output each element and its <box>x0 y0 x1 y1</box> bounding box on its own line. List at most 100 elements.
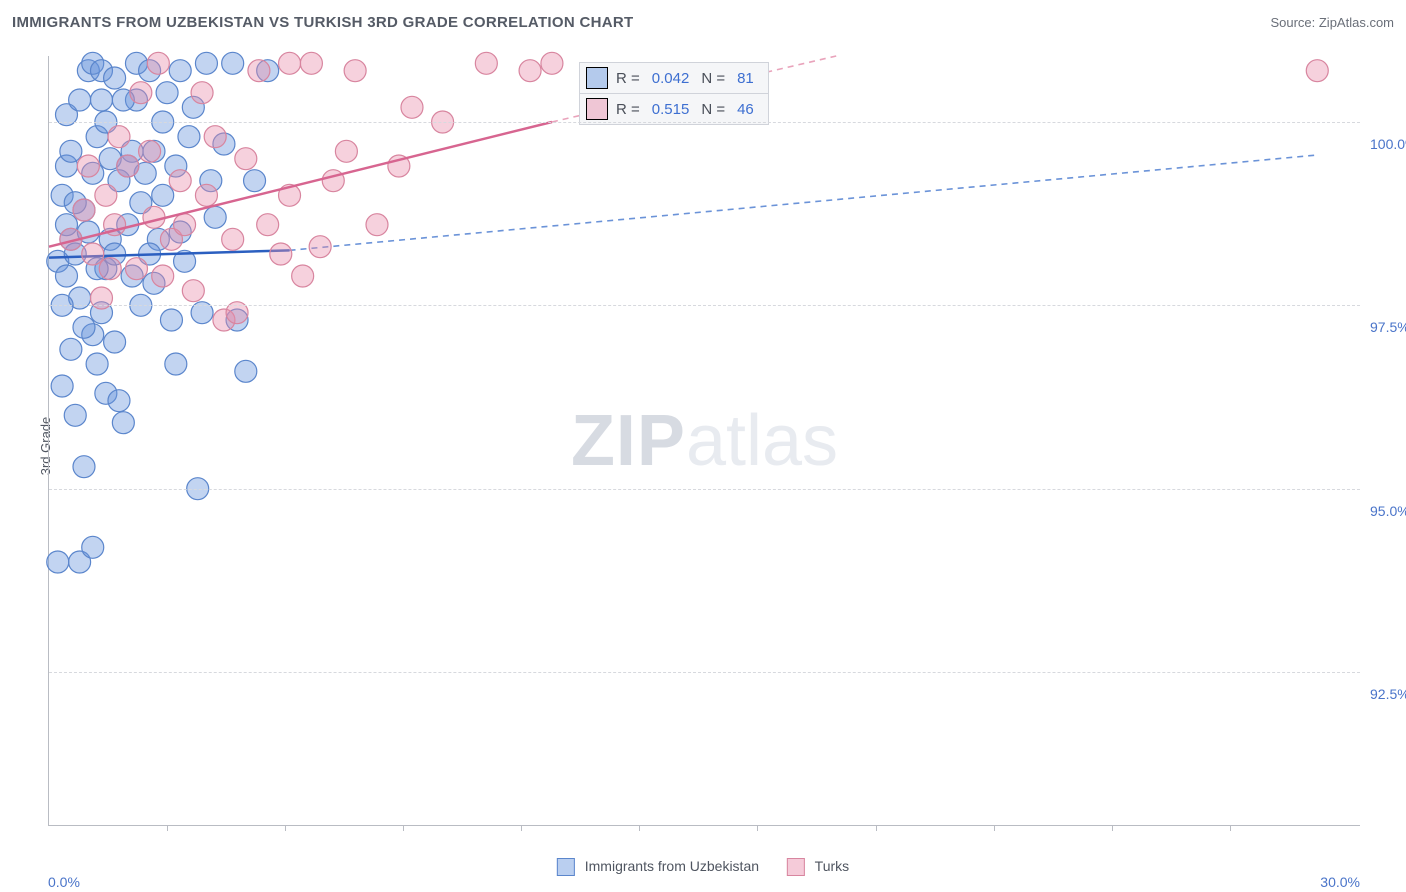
scatter-point <box>82 243 104 265</box>
series-legend: Immigrants from Uzbekistan Turks <box>557 858 849 876</box>
scatter-point <box>165 353 187 375</box>
scatter-point <box>1306 60 1328 82</box>
scatter-point <box>235 148 257 170</box>
scatter-point <box>222 52 244 74</box>
y-tick-label: 92.5% <box>1370 686 1406 702</box>
scatter-point <box>95 184 117 206</box>
scatter-point <box>475 52 497 74</box>
x-tick <box>1230 825 1231 831</box>
scatter-point <box>73 199 95 221</box>
scatter-point <box>143 206 165 228</box>
legend-label-uzbekistan: Immigrants from Uzbekistan <box>585 858 759 874</box>
legend-swatch-blue-icon <box>557 858 575 876</box>
correlation-legend: R = 0.042 N = 81 R = 0.515 N = 46 <box>579 62 769 125</box>
scatter-point <box>125 258 147 280</box>
chart-title: IMMIGRANTS FROM UZBEKISTAN VS TURKISH 3R… <box>12 14 633 31</box>
scatter-point <box>270 243 292 265</box>
x-tick <box>757 825 758 831</box>
scatter-point <box>47 551 69 573</box>
scatter-point <box>248 60 270 82</box>
scatter-point <box>60 140 82 162</box>
scatter-point <box>204 126 226 148</box>
plot-area: ZIPatlas R = 0.042 N = 81 R = 0.515 N = … <box>48 56 1360 826</box>
scatter-point <box>160 309 182 331</box>
legend-r-label: R = <box>616 101 640 118</box>
scatter-point <box>222 228 244 250</box>
scatter-point <box>104 331 126 353</box>
scatter-point <box>64 404 86 426</box>
scatter-point <box>401 96 423 118</box>
scatter-point <box>60 338 82 360</box>
scatter-point <box>244 170 266 192</box>
scatter-point <box>169 170 191 192</box>
trend-line-dashed <box>290 155 1318 250</box>
scatter-point <box>174 214 196 236</box>
gridline-h <box>49 122 1360 123</box>
scatter-point <box>279 52 301 74</box>
x-tick <box>876 825 877 831</box>
scatter-point <box>139 140 161 162</box>
scatter-point <box>366 214 388 236</box>
x-tick <box>521 825 522 831</box>
scatter-point <box>86 353 108 375</box>
scatter-point <box>90 89 112 111</box>
scatter-point <box>519 60 541 82</box>
legend-n-value: 81 <box>733 70 758 87</box>
y-tick-label: 100.0% <box>1370 136 1406 152</box>
scatter-point <box>541 52 563 74</box>
scatter-point <box>108 390 130 412</box>
scatter-point <box>51 375 73 397</box>
scatter-point <box>195 52 217 74</box>
legend-row-turks: R = 0.515 N = 46 <box>580 93 768 124</box>
x-tick <box>285 825 286 831</box>
legend-r-value: 0.042 <box>648 70 694 87</box>
scatter-point <box>117 155 139 177</box>
gridline-h <box>49 305 1360 306</box>
gridline-h <box>49 489 1360 490</box>
scatter-point <box>204 206 226 228</box>
legend-r-value: 0.515 <box>648 101 694 118</box>
legend-n-label: N = <box>701 70 725 87</box>
legend-swatch-pink-icon <box>787 858 805 876</box>
legend-n-label: N = <box>701 101 725 118</box>
gridline-h <box>49 672 1360 673</box>
chart-header: IMMIGRANTS FROM UZBEKISTAN VS TURKISH 3R… <box>0 0 1406 42</box>
scatter-point <box>182 280 204 302</box>
scatter-point <box>82 536 104 558</box>
scatter-point <box>152 184 174 206</box>
scatter-point <box>73 456 95 478</box>
scatter-point <box>147 52 169 74</box>
x-tick <box>167 825 168 831</box>
legend-item-uzbekistan: Immigrants from Uzbekistan <box>557 858 759 876</box>
legend-n-value: 46 <box>733 101 758 118</box>
scatter-point <box>300 52 322 74</box>
scatter-point <box>104 67 126 89</box>
x-tick <box>639 825 640 831</box>
legend-item-turks: Turks <box>787 858 849 876</box>
scatter-point <box>73 316 95 338</box>
x-tick <box>994 825 995 831</box>
scatter-point <box>99 258 121 280</box>
scatter-point <box>191 82 213 104</box>
x-tick <box>1112 825 1113 831</box>
scatter-point <box>69 89 91 111</box>
x-tick <box>403 825 404 831</box>
scatter-point <box>235 360 257 382</box>
scatter-point <box>309 236 331 258</box>
chart-svg <box>49 56 1360 825</box>
legend-label-turks: Turks <box>815 858 849 874</box>
x-axis-max-label: 30.0% <box>1320 874 1360 890</box>
scatter-point <box>77 155 99 177</box>
x-axis-min-label: 0.0% <box>48 874 80 890</box>
scatter-point <box>292 265 314 287</box>
legend-row-uzbekistan: R = 0.042 N = 81 <box>580 63 768 93</box>
scatter-point <box>178 126 200 148</box>
scatter-point <box>152 265 174 287</box>
legend-swatch-blue <box>586 67 608 89</box>
y-tick-label: 97.5% <box>1370 319 1406 335</box>
scatter-point <box>344 60 366 82</box>
scatter-point <box>112 412 134 434</box>
legend-swatch-pink <box>586 98 608 120</box>
legend-r-label: R = <box>616 70 640 87</box>
scatter-point <box>322 170 344 192</box>
